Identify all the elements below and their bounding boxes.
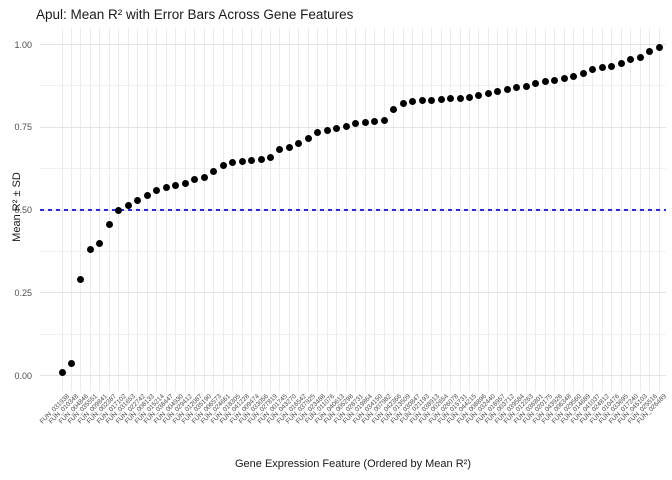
data-point xyxy=(124,201,132,209)
data-point xyxy=(191,176,199,184)
data-point xyxy=(418,97,426,105)
y-tick-label: 0.50 xyxy=(14,205,32,215)
data-point xyxy=(598,64,606,72)
data-point xyxy=(617,59,625,67)
data-point xyxy=(323,127,331,135)
data-point xyxy=(96,239,104,247)
data-point xyxy=(465,93,473,101)
data-point xyxy=(371,117,379,125)
data-point xyxy=(428,96,436,104)
data-point xyxy=(589,65,597,73)
data-point xyxy=(342,123,350,131)
data-point xyxy=(608,62,616,70)
x-axis-title: Gene Expression Feature (Ordered by Mean… xyxy=(235,458,471,470)
data-point xyxy=(105,221,113,229)
data-point xyxy=(162,184,170,192)
data-point xyxy=(532,80,540,88)
data-point xyxy=(352,120,360,128)
data-point xyxy=(456,94,464,102)
data-point xyxy=(58,368,66,376)
data-point xyxy=(380,117,388,125)
data-point xyxy=(115,206,123,214)
data-point xyxy=(86,246,94,254)
data-point xyxy=(172,182,180,189)
data-point xyxy=(333,125,341,133)
y-tick-label: 1.00 xyxy=(14,39,32,50)
horizontal-major-gridline xyxy=(40,375,666,376)
data-point xyxy=(627,56,635,64)
horizontal-major-gridline xyxy=(40,44,666,45)
data-point xyxy=(570,73,578,81)
data-point xyxy=(219,162,227,170)
data-point xyxy=(409,98,417,106)
data-point xyxy=(437,95,445,103)
data-point xyxy=(257,155,265,163)
data-point xyxy=(304,134,312,142)
data-point xyxy=(181,180,189,188)
data-point xyxy=(295,140,303,148)
data-point xyxy=(560,75,568,83)
y-tick-label: 0.25 xyxy=(14,287,32,298)
data-point xyxy=(484,89,492,97)
data-point xyxy=(238,157,246,165)
y-tick-label: 0.00 xyxy=(14,370,32,381)
data-point xyxy=(248,156,256,164)
data-point xyxy=(646,47,654,55)
data-point xyxy=(636,54,644,62)
data-point xyxy=(579,70,587,78)
horizontal-minor-gridline xyxy=(40,333,666,335)
data-point xyxy=(513,83,521,91)
chart-title: Apul: Mean R² with Error Bars Across Gen… xyxy=(36,7,354,22)
data-point xyxy=(475,91,483,99)
data-point xyxy=(361,119,369,127)
data-point xyxy=(399,99,407,107)
data-point xyxy=(134,196,142,204)
data-point xyxy=(276,145,284,153)
data-point xyxy=(200,174,208,182)
data-point xyxy=(266,154,274,162)
horizontal-major-gridline xyxy=(40,126,666,128)
data-point xyxy=(143,191,151,199)
data-point xyxy=(541,78,549,86)
data-point xyxy=(494,88,502,95)
data-point xyxy=(447,95,455,103)
data-point xyxy=(285,143,293,151)
data-point xyxy=(503,86,511,94)
horizontal-minor-gridline xyxy=(40,250,666,252)
reference-line-0point5 xyxy=(40,209,666,211)
horizontal-minor-gridline xyxy=(40,85,666,87)
data-point xyxy=(655,44,663,52)
horizontal-major-gridline xyxy=(40,292,666,294)
data-point xyxy=(390,106,398,114)
data-point xyxy=(153,186,161,194)
data-point xyxy=(229,159,237,167)
data-point xyxy=(67,360,75,368)
y-axis-title: Mean R² ± SD xyxy=(11,172,23,242)
data-point xyxy=(210,167,218,175)
horizontal-minor-gridline xyxy=(40,168,666,170)
data-point xyxy=(77,276,85,283)
y-tick-label: 0.75 xyxy=(14,122,32,133)
data-point xyxy=(551,77,559,85)
data-point xyxy=(522,83,530,91)
data-point xyxy=(314,129,322,137)
